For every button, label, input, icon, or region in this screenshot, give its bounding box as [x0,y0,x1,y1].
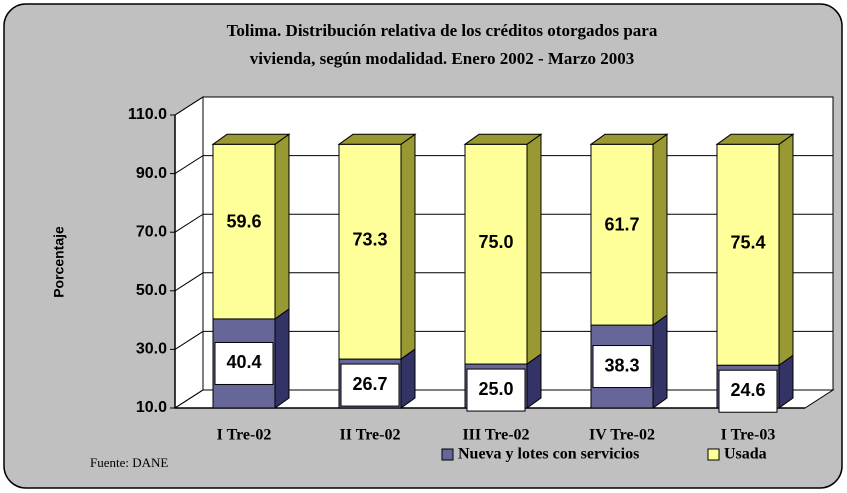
bar-top [589,133,669,145]
data-label: 73.3 [352,230,387,250]
bar-side [274,133,290,320]
bar-side [400,133,416,361]
side-wall [174,96,204,409]
x-tick-label: I Tre-03 [721,427,776,444]
bar-top [211,133,291,145]
bar-side [652,314,668,409]
x-tick-label: IV Tre-02 [589,427,655,444]
data-label: 24.6 [730,380,765,400]
bar-segment [212,143,276,320]
legend-label: Nueva y lotes con servicios [458,446,639,463]
x-tick-label: III Tre-02 [462,427,529,444]
bar-side [652,133,668,327]
bar-segment [464,143,528,365]
data-label: 38.3 [604,355,639,375]
source: Fuente: DANE [90,455,168,470]
y-axis-label: Porcentaje [51,226,67,298]
label-box [718,369,778,413]
y-tick-label: 70.0 [136,223,167,240]
bar-top [463,133,543,145]
y-tick-label: 90.0 [136,165,167,182]
bar-side [526,133,542,366]
x-tick-label: II Tre-02 [340,427,401,444]
label-box [466,368,526,412]
y-tick-label: 50.0 [136,282,167,299]
label-box [592,345,652,389]
bar-top [337,133,417,145]
bar-segment [338,143,402,360]
data-label: 40.4 [226,352,261,372]
bar-top [715,133,795,145]
label-box [340,363,400,407]
bar-side [274,307,290,409]
data-label: 75.0 [478,232,513,252]
bar-segment [716,143,780,366]
bar-side [778,133,794,367]
label-box [214,341,274,385]
y-tick-label: 30.0 [136,341,167,358]
data-label: 26.7 [352,374,387,394]
legend-swatch [707,448,720,461]
x-tick-label: I Tre-02 [217,427,272,444]
chart-title: Tolima. Distribución relativa de los cré… [227,21,658,40]
y-tick-label: 10.0 [136,399,167,416]
data-label: 61.7 [604,214,639,234]
legend-label: Usada [724,446,767,463]
legend-swatch [441,448,454,461]
chart-title: vivienda, según modalidad. Enero 2002 - … [250,49,635,68]
bar-segment [590,143,654,326]
data-label: 59.6 [226,212,261,232]
data-label: 75.4 [730,232,765,252]
y-tick-label: 110.0 [128,106,167,123]
grid-line [174,96,833,116]
data-label: 25.0 [478,379,513,399]
